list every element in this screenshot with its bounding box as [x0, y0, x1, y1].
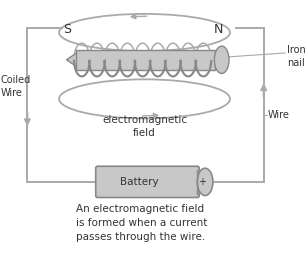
Text: Coiled
Wire: Coiled Wire — [1, 75, 31, 98]
Text: An electromagnetic field
is formed when a current
passes through the wire.: An electromagnetic field is formed when … — [76, 204, 207, 242]
Text: S: S — [63, 23, 71, 36]
Text: Battery: Battery — [120, 177, 159, 187]
FancyBboxPatch shape — [96, 166, 199, 197]
Text: N: N — [213, 23, 223, 36]
Text: electromagnetic
field: electromagnetic field — [102, 114, 187, 138]
Ellipse shape — [214, 46, 229, 73]
Text: Wire: Wire — [268, 110, 290, 120]
Text: Iron
nail: Iron nail — [287, 45, 306, 69]
Text: +: + — [198, 177, 206, 187]
Polygon shape — [67, 52, 78, 68]
Ellipse shape — [197, 168, 213, 195]
Bar — [76, 50, 215, 70]
